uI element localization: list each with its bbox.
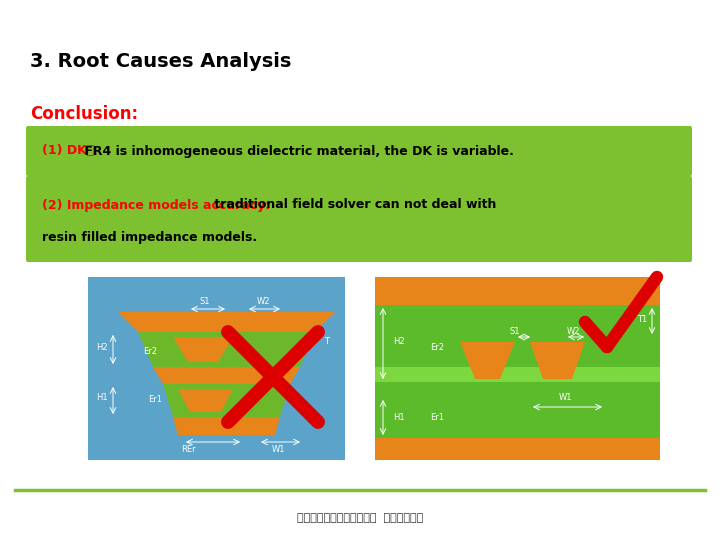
Polygon shape (118, 312, 335, 332)
Polygon shape (173, 337, 233, 362)
Text: Er1: Er1 (430, 413, 444, 422)
Text: T: T (325, 338, 330, 347)
Text: S1: S1 (510, 327, 521, 336)
Text: 3. Root Causes Analysis: 3. Root Causes Analysis (30, 52, 292, 71)
Text: Er2: Er2 (430, 342, 444, 352)
Text: H1: H1 (96, 393, 107, 402)
Text: REr: REr (181, 444, 195, 454)
Text: Conclusion:: Conclusion: (30, 105, 138, 123)
Text: W2: W2 (566, 327, 580, 336)
Text: (1) DK：: (1) DK： (42, 145, 94, 158)
Text: Er2: Er2 (143, 348, 157, 356)
Text: www.sisolver.com: www.sisolver.com (483, 443, 551, 453)
Text: T1: T1 (637, 314, 647, 323)
Text: W1: W1 (271, 444, 284, 454)
Text: W1: W1 (558, 393, 572, 402)
FancyBboxPatch shape (26, 126, 692, 176)
Text: H1: H1 (393, 413, 405, 422)
Text: H2: H2 (96, 342, 107, 352)
Text: H2: H2 (393, 338, 405, 347)
Bar (375, 277, 660, 305)
Bar (375, 438, 660, 460)
Polygon shape (178, 389, 233, 412)
Text: resin filled impedance models.: resin filled impedance models. (42, 231, 257, 244)
Text: 深圳市赛硕尔科技有限公司  ＜版权所有＞: 深圳市赛硕尔科技有限公司 ＜版权所有＞ (297, 513, 423, 523)
Polygon shape (173, 417, 280, 435)
Text: Er1: Er1 (148, 395, 162, 403)
Text: (2) Impedance models accuracy:: (2) Impedance models accuracy: (42, 199, 270, 212)
Bar (375, 367, 660, 382)
Bar (88, 277, 345, 460)
Polygon shape (460, 342, 515, 379)
Bar (375, 277, 660, 460)
Polygon shape (530, 342, 585, 379)
Text: FR4 is inhomogeneous dielectric material, the DK is variable.: FR4 is inhomogeneous dielectric material… (80, 145, 514, 158)
Text: W2: W2 (256, 296, 270, 306)
Polygon shape (153, 367, 300, 384)
Polygon shape (138, 332, 315, 367)
Text: S1: S1 (199, 296, 210, 306)
Text: traditional field solver can not deal with: traditional field solver can not deal wi… (210, 199, 496, 212)
FancyBboxPatch shape (26, 176, 692, 262)
Polygon shape (163, 384, 290, 417)
